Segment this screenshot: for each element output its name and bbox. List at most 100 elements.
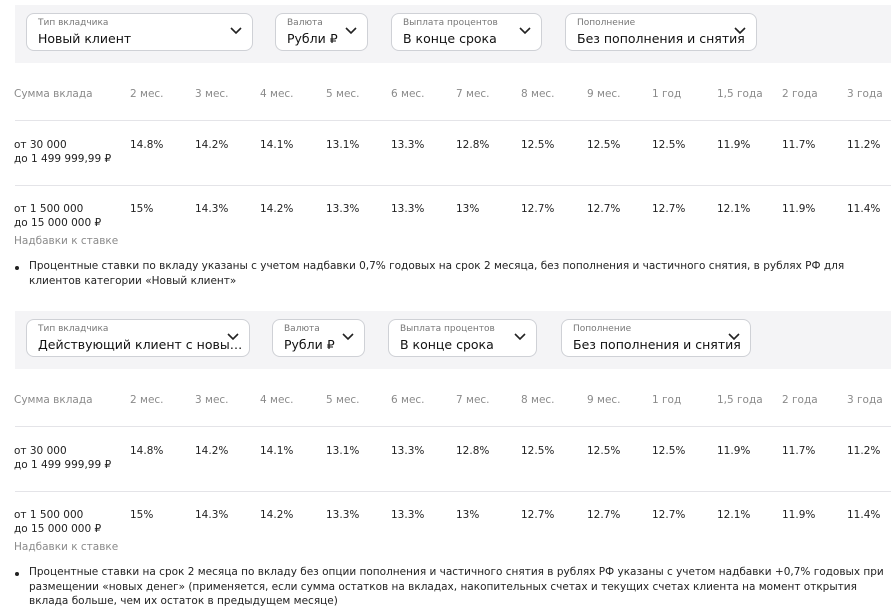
column-header: 2 года: [782, 394, 818, 406]
rate: 12.7%: [521, 509, 555, 521]
column-header: 6 мес.: [391, 394, 425, 406]
rate: 11.7%: [782, 139, 816, 151]
divider: [15, 426, 891, 427]
bonus-label: Надбавки к ставке: [14, 541, 119, 553]
column-header: 7 мес.: [456, 88, 490, 100]
dropdown[interactable]: Валюта Рубли ₽: [272, 319, 365, 357]
column-header: 8 мес.: [521, 88, 555, 100]
column-header: 1,5 года: [717, 88, 763, 100]
rate: 14.1%: [260, 139, 294, 151]
rate: 15%: [130, 509, 154, 521]
rate: 14.3%: [195, 203, 229, 215]
note: Процентные ставки по вкладу указаны с уч…: [29, 260, 845, 287]
dropdown[interactable]: Тип вкладчика Новый клиент: [26, 13, 253, 51]
rate: 12.7%: [652, 203, 686, 215]
rate: 11.9%: [782, 509, 816, 521]
rate: 12.5%: [652, 139, 686, 151]
dropdown-value: Действующий клиент с новы…: [38, 337, 243, 352]
dropdown-label: Пополнение: [573, 324, 632, 334]
chevron: [519, 27, 531, 35]
rate: 12.7%: [521, 203, 555, 215]
bullet: [15, 266, 19, 270]
rate: 12.5%: [521, 139, 555, 151]
rate: 12.5%: [652, 445, 686, 457]
dropdown-label: Валюта: [284, 324, 320, 334]
dropdown[interactable]: Выплата процентов В конце срока: [388, 319, 537, 357]
amount: до 1 499 999,99 ₽: [14, 459, 112, 471]
rate: 14.3%: [195, 509, 229, 521]
dropdown[interactable]: Пополнение Без пополнения и снятия: [565, 13, 757, 51]
column-header: 3 года: [847, 394, 883, 406]
rate: 12.7%: [652, 509, 686, 521]
amount: до 15 000 000 ₽: [14, 523, 102, 535]
divider: [15, 185, 891, 186]
amount: от 30 000: [14, 139, 67, 151]
rate: 13%: [456, 203, 480, 215]
rate: 12.1%: [717, 203, 751, 215]
column-header: 1,5 года: [717, 394, 763, 406]
rate: 13.3%: [391, 509, 425, 521]
amount: до 15 000 000 ₽: [14, 217, 102, 229]
column-header: 4 мес.: [260, 88, 294, 100]
column-header: 5 мес.: [326, 394, 360, 406]
dropdown-value: Рубли ₽: [284, 337, 335, 352]
column-header: 1 год: [652, 88, 682, 100]
dropdown[interactable]: Выплата процентов В конце срока: [391, 13, 542, 51]
bullet: [15, 572, 19, 576]
column-header: 9 мес.: [587, 394, 621, 406]
dropdown-label: Выплата процентов: [403, 18, 498, 28]
rate: 15%: [130, 203, 154, 215]
dropdown-value: Без пополнения и снятия: [573, 337, 741, 352]
chevron: [230, 27, 242, 35]
rate: 13.3%: [326, 509, 360, 521]
rate: 13.3%: [326, 203, 360, 215]
rate: 13.3%: [391, 203, 425, 215]
rate: 14.2%: [195, 445, 229, 457]
chevron: [345, 27, 357, 35]
dropdown[interactable]: Пополнение Без пополнения и снятия: [561, 319, 751, 357]
chevron: [342, 333, 354, 341]
column-header: 1 год: [652, 394, 682, 406]
rate: 14.8%: [130, 139, 164, 151]
rate: 14.1%: [260, 445, 294, 457]
rate: 14.2%: [260, 203, 294, 215]
rate: 12.7%: [587, 509, 621, 521]
dropdown-label: Тип вкладчика: [38, 324, 109, 334]
rate: 11.9%: [717, 139, 751, 151]
rate: 13%: [456, 509, 480, 521]
chevron: [227, 333, 239, 341]
rate: 13.3%: [391, 445, 425, 457]
chevron: [514, 333, 526, 341]
column-header: 3 мес.: [195, 394, 229, 406]
chevron: [728, 333, 740, 341]
rate: 13.1%: [326, 445, 360, 457]
bonus-label: Надбавки к ставке: [14, 235, 119, 247]
column-header: 2 мес.: [130, 394, 164, 406]
dropdown-value: Без пополнения и снятия: [577, 31, 745, 46]
amount: от 1 500 000: [14, 203, 84, 215]
rate: 12.1%: [717, 509, 751, 521]
dropdown-value: Новый клиент: [38, 31, 132, 46]
dropdown-value: В конце срока: [403, 31, 497, 46]
column-header: 2 мес.: [130, 88, 164, 100]
rate: 13.3%: [391, 139, 425, 151]
rate: 12.7%: [587, 203, 621, 215]
amount: от 1 500 000: [14, 509, 84, 521]
column-header: 3 года: [847, 88, 883, 100]
column-header: 7 мес.: [456, 394, 490, 406]
column-header: 2 года: [782, 88, 818, 100]
rate: 12.5%: [587, 139, 621, 151]
column-header: 8 мес.: [521, 394, 555, 406]
amount: от 30 000: [14, 445, 67, 457]
divider: [15, 491, 891, 492]
dropdown-label: Валюта: [287, 18, 323, 28]
column-header: 5 мес.: [326, 88, 360, 100]
rate: 14.8%: [130, 445, 164, 457]
divider: [15, 120, 891, 121]
dropdown[interactable]: Тип вкладчика Действующий клиент с новы…: [26, 319, 250, 357]
dropdown[interactable]: Валюта Рубли ₽: [275, 13, 368, 51]
rate: 11.4%: [847, 203, 881, 215]
rate: 12.5%: [587, 445, 621, 457]
dropdown-value: В конце срока: [400, 337, 494, 352]
